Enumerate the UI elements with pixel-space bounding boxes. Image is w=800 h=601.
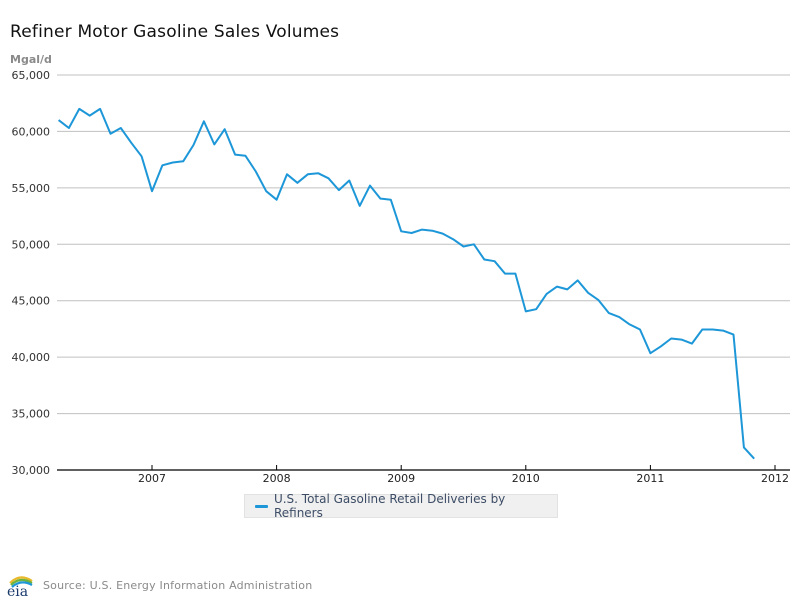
y-tick-label: 45,000 bbox=[12, 295, 51, 308]
legend-swatch-icon bbox=[255, 504, 268, 508]
svg-text:eia: eia bbox=[7, 584, 28, 597]
data-point[interactable] bbox=[65, 124, 73, 132]
y-tick-label: 60,000 bbox=[12, 125, 51, 138]
data-point[interactable] bbox=[387, 196, 395, 204]
data-point[interactable] bbox=[252, 167, 260, 175]
data-point[interactable] bbox=[221, 125, 229, 133]
data-point[interactable] bbox=[605, 309, 613, 317]
data-point[interactable] bbox=[293, 179, 301, 187]
data-point[interactable] bbox=[511, 270, 519, 278]
data-point[interactable] bbox=[366, 182, 374, 190]
chart-title: Refiner Motor Gasoline Sales Volumes bbox=[10, 22, 340, 42]
data-point[interactable] bbox=[594, 296, 602, 304]
data-point[interactable] bbox=[688, 340, 696, 348]
data-point[interactable] bbox=[127, 139, 135, 147]
data-point[interactable] bbox=[356, 202, 364, 210]
x-tick-label: 2010 bbox=[512, 472, 540, 485]
data-point[interactable] bbox=[657, 342, 665, 350]
data-point[interactable] bbox=[283, 170, 291, 178]
data-point[interactable] bbox=[314, 169, 322, 177]
data-point[interactable] bbox=[449, 235, 457, 243]
data-point[interactable] bbox=[345, 177, 353, 185]
data-point[interactable] bbox=[626, 320, 634, 328]
data-point[interactable] bbox=[740, 443, 748, 451]
series-group bbox=[55, 105, 758, 463]
gridlines bbox=[57, 74, 790, 415]
data-point[interactable] bbox=[470, 240, 478, 248]
y-axis-unit-label: Mgal/d bbox=[10, 53, 52, 66]
data-point[interactable] bbox=[678, 336, 686, 344]
y-tick-label: 55,000 bbox=[12, 182, 51, 195]
x-tick-label: 2012 bbox=[761, 472, 789, 485]
data-point[interactable] bbox=[667, 335, 675, 343]
y-tick-label: 40,000 bbox=[12, 351, 51, 364]
data-point[interactable] bbox=[584, 289, 592, 297]
data-point[interactable] bbox=[117, 124, 125, 132]
data-point[interactable] bbox=[750, 455, 758, 463]
data-point[interactable] bbox=[241, 152, 249, 160]
data-point[interactable] bbox=[491, 257, 499, 265]
data-point[interactable] bbox=[397, 227, 405, 235]
footer: eia Source: U.S. Energy Information Admi… bbox=[6, 573, 313, 600]
x-tick-label: 2011 bbox=[636, 472, 664, 485]
y-tick-label: 65,000 bbox=[12, 69, 51, 82]
data-point[interactable] bbox=[532, 305, 540, 313]
data-point[interactable] bbox=[709, 325, 717, 333]
data-point[interactable] bbox=[55, 116, 63, 124]
data-point[interactable] bbox=[522, 307, 530, 315]
data-point[interactable] bbox=[148, 187, 156, 195]
x-tick-label: 2009 bbox=[387, 472, 415, 485]
data-point[interactable] bbox=[262, 187, 270, 195]
data-point[interactable] bbox=[96, 105, 104, 113]
data-point[interactable] bbox=[439, 230, 447, 238]
data-point[interactable] bbox=[106, 130, 114, 138]
x-tick-label: 2007 bbox=[138, 472, 166, 485]
source-note: Source: U.S. Energy Information Administ… bbox=[43, 578, 313, 592]
data-point[interactable] bbox=[543, 290, 551, 298]
data-point[interactable] bbox=[200, 117, 208, 125]
data-point[interactable] bbox=[231, 151, 239, 159]
data-point[interactable] bbox=[729, 331, 737, 339]
data-point[interactable] bbox=[428, 227, 436, 235]
data-point[interactable] bbox=[698, 325, 706, 333]
data-point[interactable] bbox=[615, 313, 623, 321]
data-point[interactable] bbox=[273, 196, 281, 204]
data-point[interactable] bbox=[480, 256, 488, 264]
data-point[interactable] bbox=[501, 270, 509, 278]
data-point[interactable] bbox=[418, 226, 426, 234]
data-point[interactable] bbox=[574, 276, 582, 284]
data-point[interactable] bbox=[646, 349, 654, 357]
y-tick-label: 30,000 bbox=[12, 464, 51, 477]
data-point[interactable] bbox=[169, 158, 177, 166]
y-axis-ticks: 30,000 35,000 40,000 45,000 50,000 55,000 60,0… bbox=[12, 69, 51, 477]
data-point[interactable] bbox=[190, 141, 198, 149]
y-tick-label: 50,000 bbox=[12, 238, 51, 251]
data-point[interactable] bbox=[158, 161, 166, 169]
data-point[interactable] bbox=[179, 157, 187, 165]
legend[interactable]: U.S. Total Gasoline Retail Deliveries by… bbox=[244, 492, 558, 520]
data-point[interactable] bbox=[460, 243, 468, 251]
data-point[interactable] bbox=[325, 174, 333, 182]
data-point[interactable] bbox=[408, 229, 416, 237]
legend-label: U.S. Total Gasoline Retail Deliveries by… bbox=[273, 492, 506, 520]
data-point[interactable] bbox=[376, 195, 384, 203]
series-line[interactable] bbox=[57, 107, 755, 460]
data-point[interactable] bbox=[138, 152, 146, 160]
x-tick-label: 2008 bbox=[263, 472, 291, 485]
data-point[interactable] bbox=[636, 325, 644, 333]
x-axis: 2007 2008 2009 2010 2011 2012 bbox=[57, 465, 790, 485]
data-point[interactable] bbox=[75, 105, 83, 113]
data-point[interactable] bbox=[719, 327, 727, 335]
eia-logo-icon: eia bbox=[6, 573, 34, 600]
y-tick-label: 35,000 bbox=[12, 408, 51, 421]
data-point[interactable] bbox=[553, 283, 561, 291]
data-point[interactable] bbox=[304, 170, 312, 178]
data-point[interactable] bbox=[210, 140, 218, 148]
data-point[interactable] bbox=[563, 285, 571, 293]
data-point[interactable] bbox=[335, 186, 343, 194]
data-point[interactable] bbox=[86, 112, 94, 120]
